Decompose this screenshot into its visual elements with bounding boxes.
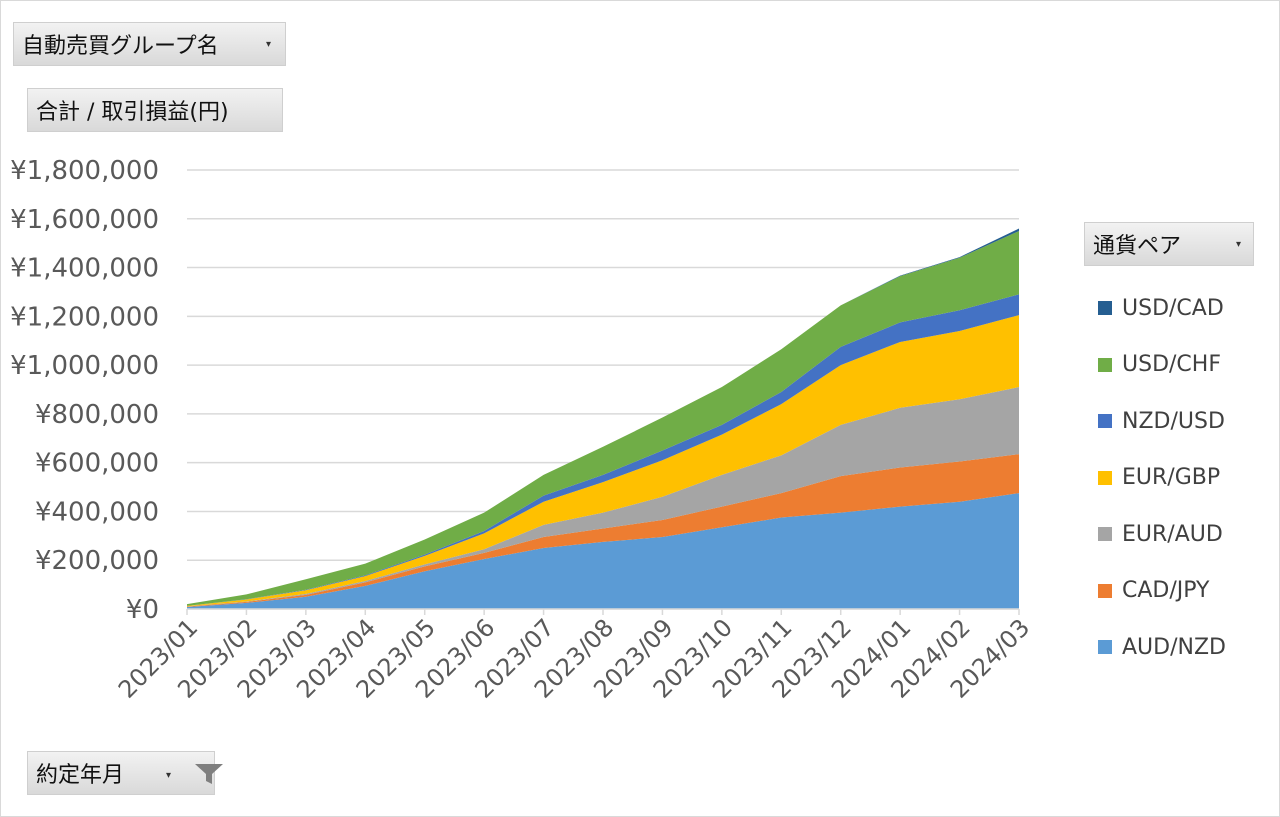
legend-item-aud-nzd[interactable]: AUD/NZD — [1098, 619, 1268, 676]
legend-swatch — [1098, 640, 1112, 655]
legend-label: EUR/AUD — [1122, 521, 1223, 547]
group-name-field-button[interactable]: 自動売買グループ名 ▾ — [13, 22, 286, 66]
y-tick-label: ¥200,000 — [35, 546, 159, 576]
y-tick-label: ¥0 — [126, 595, 159, 625]
legend-swatch — [1098, 357, 1112, 372]
legend-label: EUR/GBP — [1122, 465, 1221, 491]
legend-label: USD/CAD — [1122, 295, 1224, 321]
y-tick-label: ¥1,600,000 — [10, 205, 159, 235]
y-tick-label: ¥1,400,000 — [10, 254, 159, 284]
legend-swatch — [1098, 470, 1112, 485]
legend-swatch — [1098, 414, 1112, 429]
chevron-down-icon[interactable]: ▾ — [1235, 238, 1241, 250]
legend-label: AUD/NZD — [1122, 634, 1226, 660]
group-name-field-label: 自動売買グループ名 — [22, 34, 219, 59]
legend-item-usd-cad[interactable]: USD/CAD — [1098, 280, 1268, 337]
area-series-eur-gbp[interactable] — [187, 315, 1019, 607]
legend-item-eur-gbp[interactable]: EUR/GBP — [1098, 450, 1268, 507]
y-tick-label: ¥1,200,000 — [10, 302, 159, 332]
currency-pair-field-button[interactable]: 通貨ペア ▾ — [1084, 222, 1254, 266]
legend-swatch — [1098, 583, 1112, 598]
trade-month-field-button[interactable]: 約定年月 ▾ — [27, 751, 223, 795]
y-tick-label: ¥1,000,000 — [10, 351, 159, 381]
y-tick-label: ¥800,000 — [35, 400, 159, 430]
currency-pair-field-label: 通貨ペア — [1093, 234, 1182, 259]
area-series-eur-aud[interactable] — [187, 387, 1019, 607]
chevron-down-icon[interactable]: ▾ — [265, 38, 271, 50]
y-tick-label: ¥600,000 — [35, 449, 159, 479]
legend-item-nzd-usd[interactable]: NZD/USD — [1098, 393, 1268, 450]
legend-swatch — [1098, 527, 1112, 542]
legend-item-usd-chf[interactable]: USD/CHF — [1098, 337, 1268, 394]
chevron-down-icon[interactable]: ▾ — [166, 770, 172, 781]
area-series-cad-jpy[interactable] — [187, 454, 1019, 608]
trade-month-field-label: 約定年月 — [36, 763, 125, 788]
legend-item-eur-aud[interactable]: EUR/AUD — [1098, 506, 1268, 563]
legend-swatch — [1098, 301, 1112, 316]
area-series-usd-chf[interactable] — [187, 230, 1019, 606]
chart-legend: USD/CAD USD/CHF NZD/USD EUR/GBP EUR/AUD CAD/J… — [1098, 280, 1268, 676]
area-series-aud-nzd[interactable] — [187, 493, 1019, 609]
area-series-nzd-usd[interactable] — [187, 294, 1019, 606]
filter-icon[interactable] — [192, 761, 226, 787]
y-tick-label: ¥1,800,000 — [10, 156, 159, 186]
y-tick-label: ¥400,000 — [35, 497, 159, 527]
legend-item-cad-jpy[interactable]: CAD/JPY — [1098, 563, 1268, 620]
legend-label: NZD/USD — [1122, 408, 1225, 434]
value-field-button[interactable]: 合計 / 取引損益(円) — [27, 88, 283, 132]
legend-label: CAD/JPY — [1122, 578, 1210, 604]
value-field-label: 合計 / 取引損益(円) — [36, 100, 229, 125]
legend-label: USD/CHF — [1122, 352, 1221, 378]
